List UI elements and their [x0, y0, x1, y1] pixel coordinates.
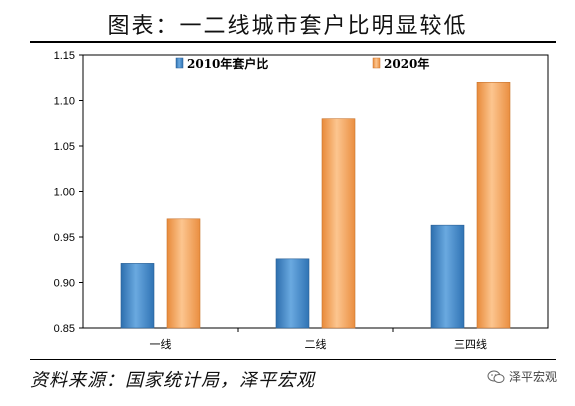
- y-tick-label: 0.95: [54, 232, 75, 244]
- x-tick-label: 三四线: [454, 337, 487, 351]
- y-tick-label: 0.90: [54, 278, 75, 290]
- y-tick-label: 1.10: [54, 96, 75, 108]
- legend-swatch: [372, 57, 381, 69]
- chart-title: 图表：一二线城市套户比明显较低: [107, 14, 468, 39]
- legend-swatch: [175, 57, 184, 69]
- y-tick-label: 1.15: [54, 50, 75, 62]
- source-note: 资料来源：国家统计局，泽平宏观: [30, 370, 315, 391]
- y-tick-label: 0.85: [54, 323, 75, 335]
- title-rule: [30, 41, 556, 43]
- bar-series-1: [275, 258, 310, 329]
- watermark: 泽平宏观: [487, 368, 557, 385]
- bar-series-1: [430, 224, 465, 329]
- legend-label: 2020年: [384, 56, 429, 71]
- y-tick-label: 1.00: [54, 187, 75, 199]
- source-rule: [30, 359, 556, 360]
- bar-series-2: [166, 218, 201, 329]
- x-tick-label: 二线: [305, 337, 327, 351]
- bar-series-2: [476, 82, 511, 329]
- y-tick-label: 1.05: [54, 141, 75, 153]
- plot-area: 0.85 0.90 0.95 1.00 1.05 1.10 1.15 一线 二线 三四线 2010年…: [54, 50, 549, 351]
- legend-label: 2010年套户比: [187, 56, 268, 71]
- bar-series-2: [321, 118, 356, 329]
- x-tick-label: 一线: [150, 337, 172, 351]
- wechat-icon: [487, 370, 505, 383]
- bar-series-1: [120, 263, 155, 329]
- watermark-text: 泽平宏观: [508, 370, 557, 384]
